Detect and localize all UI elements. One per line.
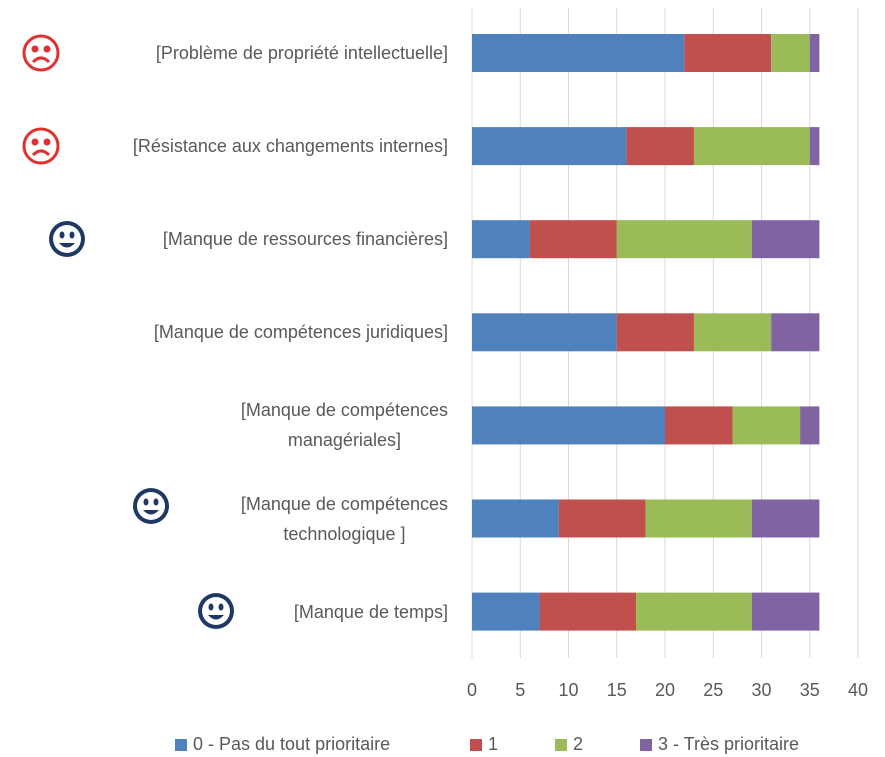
bar-segment: [472, 313, 617, 352]
bar-segment: [539, 592, 637, 631]
bar-segment: [472, 499, 559, 538]
x-tick-label: 25: [703, 680, 723, 700]
bar-segment: [809, 34, 820, 72]
bar-segment: [472, 34, 685, 72]
bar-segment: [472, 406, 665, 445]
x-tick-label: 5: [515, 680, 525, 700]
bar-segment: [732, 406, 801, 445]
y-tick-label: [Manque de ressources financières]: [162, 229, 448, 250]
smiley: [198, 593, 234, 629]
bar-segment: [751, 499, 820, 538]
y-tick-label: [Problème de propriété intellectuelle]: [155, 43, 448, 63]
bar-segment: [693, 127, 810, 166]
y-tick-label: [Manque de temps]: [293, 601, 448, 622]
bar-segment: [558, 499, 646, 538]
legend-swatch: [470, 739, 482, 751]
legend-swatch: [175, 739, 187, 751]
legend-label: 3 - Très prioritaire: [658, 734, 799, 754]
bar-segment: [800, 406, 820, 445]
y-tick-label: [Manque de compétences managériales]: [240, 400, 448, 451]
bar-segment: [529, 220, 617, 259]
y-tick-label: [Manque de compétences juridiques]: [153, 322, 448, 343]
smiley: [133, 488, 169, 524]
bar-segment: [771, 34, 810, 72]
y-tick-label: [Manque de compétences technologique ]: [240, 493, 448, 544]
y-tick-label: [Résistance aux changements internes]: [132, 136, 448, 157]
bar-segment: [693, 313, 772, 352]
legend-label: 1: [488, 734, 498, 754]
legend-label: 0 - Pas du tout prioritaire: [193, 734, 390, 754]
x-tick-label: 30: [751, 680, 771, 700]
x-tick-label: 0: [467, 680, 477, 700]
bar-segment: [751, 220, 820, 259]
legend-label: 2: [573, 734, 583, 754]
sad-face: [22, 34, 60, 72]
legend-swatch: [555, 739, 567, 751]
bar-segment: [472, 592, 540, 631]
bar-segment: [771, 313, 820, 352]
x-tick-label: 10: [558, 680, 578, 700]
legend-swatch: [640, 739, 652, 751]
bar-segment: [684, 34, 772, 72]
bar-segment: [616, 313, 694, 352]
bar-segment: [751, 592, 820, 631]
x-tick-label: 35: [800, 680, 820, 700]
bar-segment: [616, 220, 752, 259]
bar-segment: [665, 406, 733, 445]
bar-segment: [472, 127, 627, 166]
bar-segment: [472, 220, 530, 259]
x-tick-label: 20: [655, 680, 675, 700]
x-tick-label: 40: [848, 680, 868, 700]
bar-segment: [636, 592, 752, 631]
bar-segment: [809, 127, 820, 166]
smiley: [49, 221, 85, 257]
bar-segment: [645, 499, 752, 538]
bar-segment: [626, 127, 694, 166]
x-tick-label: 15: [607, 680, 627, 700]
sad-face: [22, 127, 60, 165]
